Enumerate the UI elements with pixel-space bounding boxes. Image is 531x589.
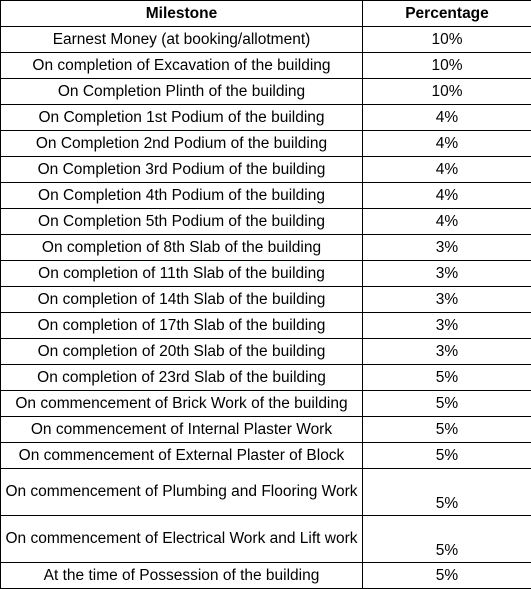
milestone-cell: On commencement of Plumbing and Flooring… [1, 469, 363, 516]
percentage-cell: 3% [363, 313, 531, 339]
percentage-cell: 4% [363, 105, 531, 131]
percentage-cell: 5% [363, 469, 531, 516]
percentage-cell: 4% [363, 183, 531, 209]
milestone-cell: On Completion 1st Podium of the building [1, 105, 363, 131]
table-row: Earnest Money (at booking/allotment) 10% [1, 27, 531, 53]
table-row: On Completion 3rd Podium of the building… [1, 157, 531, 183]
percentage-cell: 5% [363, 443, 531, 469]
percentage-cell: 4% [363, 131, 531, 157]
table-row: On Completion 2nd Podium of the building… [1, 131, 531, 157]
milestone-cell: On completion of 8th Slab of the buildin… [1, 235, 363, 261]
milestone-cell: On completion of 20th Slab of the buildi… [1, 339, 363, 365]
percentage-cell: 4% [363, 209, 531, 235]
percentage-cell: 3% [363, 287, 531, 313]
table-row: On completion of 20th Slab of the buildi… [1, 339, 531, 365]
milestone-cell: On completion of 14th Slab of the buildi… [1, 287, 363, 313]
milestone-cell: On completion of 11th Slab of the buildi… [1, 261, 363, 287]
table-row: On Completion 1st Podium of the building… [1, 105, 531, 131]
milestone-cell: At the time of Possession of the buildin… [1, 563, 363, 589]
milestone-cell: On completion of Excavation of the build… [1, 53, 363, 79]
milestone-cell: On commencement of Brick Work of the bui… [1, 391, 363, 417]
percentage-cell: 5% [363, 391, 531, 417]
table-row: On commencement of Internal Plaster Work… [1, 417, 531, 443]
percentage-cell: 3% [363, 339, 531, 365]
percentage-cell: 10% [363, 53, 531, 79]
percentage-cell: 10% [363, 27, 531, 53]
table-row: On completion of Excavation of the build… [1, 53, 531, 79]
table-row: On commencement of Electrical Work and L… [1, 516, 531, 563]
milestone-cell: On commencement of External Plaster of B… [1, 443, 363, 469]
table-row: On completion of 23rd Slab of the buildi… [1, 365, 531, 391]
table-row: On Completion 4th Podium of the building… [1, 183, 531, 209]
milestone-cell: On Completion 2nd Podium of the building [1, 131, 363, 157]
table-row: On completion of 11th Slab of the buildi… [1, 261, 531, 287]
table-row: At the time of Possession of the buildin… [1, 563, 531, 589]
percentage-cell: 4% [363, 157, 531, 183]
table-row: On commencement of External Plaster of B… [1, 443, 531, 469]
table-row: On Completion 5th Podium of the building… [1, 209, 531, 235]
milestone-cell: On completion of 17th Slab of the buildi… [1, 313, 363, 339]
table-row: On completion of 17th Slab of the buildi… [1, 313, 531, 339]
milestone-cell: Earnest Money (at booking/allotment) [1, 27, 363, 53]
milestone-cell: On commencement of Electrical Work and L… [1, 516, 363, 563]
percentage-cell: 5% [363, 417, 531, 443]
percentage-cell: 10% [363, 79, 531, 105]
percentage-cell: 3% [363, 235, 531, 261]
percentage-header: Percentage [363, 1, 531, 27]
table-row: On completion of 14th Slab of the buildi… [1, 287, 531, 313]
percentage-cell: 5% [363, 365, 531, 391]
table-row: On Completion Plinth of the building 10% [1, 79, 531, 105]
header-row: Milestone Percentage [1, 1, 531, 27]
milestone-header: Milestone [1, 1, 363, 27]
milestone-cell: On Completion 5th Podium of the building [1, 209, 363, 235]
table-row: On commencement of Plumbing and Flooring… [1, 469, 531, 516]
table-row: On commencement of Brick Work of the bui… [1, 391, 531, 417]
milestone-cell: On commencement of Internal Plaster Work [1, 417, 363, 443]
table-row: On completion of 8th Slab of the buildin… [1, 235, 531, 261]
milestone-cell: On Completion Plinth of the building [1, 79, 363, 105]
milestone-cell: On Completion 3rd Podium of the building [1, 157, 363, 183]
milestone-cell: On Completion 4th Podium of the building [1, 183, 363, 209]
percentage-cell: 3% [363, 261, 531, 287]
percentage-cell: 5% [363, 563, 531, 589]
milestone-cell: On completion of 23rd Slab of the buildi… [1, 365, 363, 391]
percentage-cell: 5% [363, 516, 531, 563]
